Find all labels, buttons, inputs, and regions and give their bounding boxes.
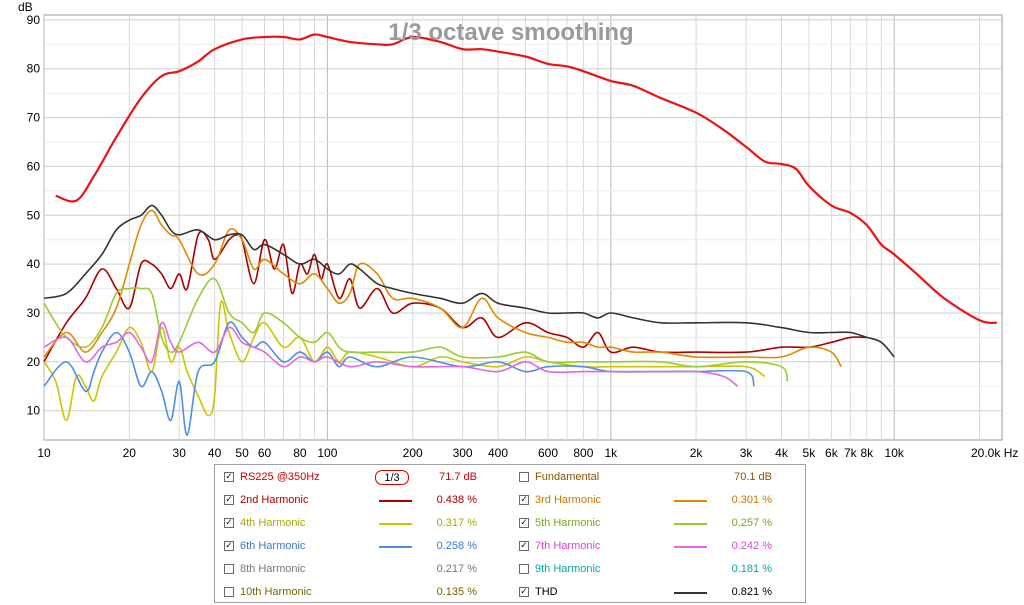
- x-tick-label: 60: [258, 446, 272, 460]
- y-tick-label: 10: [27, 404, 41, 418]
- legend-value-thd: 0.821 %: [731, 586, 772, 598]
- legend-value-6th-harmonic: 0.258 %: [436, 540, 477, 552]
- legend-row: 10th Harmonic 0.135 % ✓ THD 0.821 %: [215, 582, 807, 604]
- plot-area: [43, 14, 1003, 441]
- y-tick-label: 20: [27, 355, 41, 369]
- legend-label-6th-harmonic: 6th Harmonic: [240, 540, 306, 552]
- legend-value-3rd-harmonic: 0.301 %: [731, 494, 772, 506]
- x-tick-label: 20: [123, 446, 137, 460]
- x-tick-label: 10k: [885, 446, 905, 460]
- legend-value-5th-harmonic: 0.257 %: [731, 517, 772, 529]
- y-tick-label: 80: [27, 62, 41, 76]
- legend-row: ✓ 6th Harmonic 0.258 % ✓ 7th Harmonic 0.242 %: [215, 536, 807, 558]
- series-line-7th-harmonic: [43, 321, 739, 387]
- checkbox-7th-harmonic[interactable]: ✓: [519, 541, 529, 551]
- x-tick-label: 40: [208, 446, 222, 460]
- legend-label-rs225-350hz: RS225 @350Hz: [240, 471, 320, 483]
- y-tick-label: 50: [27, 208, 41, 222]
- legend-label-8th-harmonic: 8th Harmonic: [240, 563, 306, 575]
- legend-value-10th-harmonic: 0.135 %: [436, 586, 477, 598]
- x-tick-label: 3k: [740, 446, 754, 460]
- y-tick-label: 90: [27, 13, 41, 27]
- grid-lines: [43, 15, 1002, 440]
- legend-value-8th-harmonic: 0.217 %: [436, 563, 477, 575]
- legend-row: 8th Harmonic 0.217 % 9th Harmonic 0.181 %: [215, 559, 807, 581]
- legend-value-4th-harmonic: 0.317 %: [436, 517, 477, 529]
- x-tick-label: 10: [37, 446, 51, 460]
- checkbox-2nd-harmonic[interactable]: ✓: [224, 495, 234, 505]
- legend-swatch-5th-harmonic: [674, 523, 707, 525]
- legend-swatch-6th-harmonic: [379, 546, 412, 548]
- x-tick-label: 80: [293, 446, 307, 460]
- checkbox-3rd-harmonic[interactable]: ✓: [519, 495, 529, 505]
- checkbox-9th-harmonic[interactable]: [519, 564, 529, 574]
- legend-label-4th-harmonic: 4th Harmonic: [240, 517, 306, 529]
- x-tick-label: 8k: [860, 446, 874, 460]
- legend-panel: ✓ RS225 @350Hz 1/3 71.7 dB Fundamental 70.1 d…: [214, 464, 806, 603]
- legend-label-7th-harmonic: 7th Harmonic: [535, 540, 601, 552]
- legend-label-10th-harmonic: 10th Harmonic: [240, 586, 312, 598]
- legend-label-2nd-harmonic: 2nd Harmonic: [240, 494, 309, 506]
- series-line-5th-harmonic: [43, 277, 789, 382]
- x-axis: 10 20 30 40 50 60 80 100 200 300 400 600 800 1k 2k 3k 4k…: [37, 446, 1018, 460]
- legend-swatch-thd: [674, 592, 707, 594]
- x-tick-label: 7k: [844, 446, 858, 460]
- legend-label-fundamental: Fundamental: [535, 471, 600, 483]
- y-tick-label: 70: [27, 111, 41, 125]
- y-axis: 10 20 30 40 50 60 70 80 90: [27, 13, 41, 418]
- x-tick-label: 5k: [803, 446, 817, 460]
- x-tick-label: 800: [573, 446, 593, 460]
- x-tick-label: 20.0k Hz: [971, 446, 1018, 460]
- checkbox-4th-harmonic[interactable]: ✓: [224, 518, 234, 528]
- legend-value-7th-harmonic: 0.242 %: [731, 540, 772, 552]
- series-lines: [43, 33, 997, 436]
- x-tick-label: 200: [403, 446, 423, 460]
- smoothing-selector[interactable]: 1/3: [375, 470, 409, 485]
- legend-swatch-2nd-harmonic: [379, 500, 412, 502]
- legend-swatch-3rd-harmonic: [674, 500, 707, 502]
- legend-swatch-4th-harmonic: [379, 523, 412, 525]
- x-tick-label: 600: [538, 446, 558, 460]
- legend-row: ✓ RS225 @350Hz 1/3 71.7 dB Fundamental 70.1 d…: [215, 467, 807, 489]
- series-line-6th-harmonic: [43, 321, 755, 436]
- x-tick-label: 30: [173, 446, 187, 460]
- x-tick-label: 4k: [775, 446, 789, 460]
- series-line-3rd-harmonic: [43, 209, 842, 368]
- checkbox-6th-harmonic[interactable]: ✓: [224, 541, 234, 551]
- chart-title: 1/3 octave smoothing: [388, 19, 633, 46]
- checkbox-thd[interactable]: ✓: [519, 587, 529, 597]
- series-line-rs225-350hz: [55, 33, 997, 325]
- legend-label-3rd-harmonic: 3rd Harmonic: [535, 494, 602, 506]
- checkbox-rs225-350hz[interactable]: ✓: [224, 472, 234, 482]
- x-tick-label: 300: [453, 446, 473, 460]
- x-tick-label: 100: [317, 446, 337, 460]
- y-tick-label: 40: [27, 257, 41, 271]
- series-line-4th-harmonic: [43, 300, 766, 422]
- legend-value-rs225-350hz: 71.7 dB: [439, 471, 477, 483]
- x-tick-label: 6k: [825, 446, 839, 460]
- legend-label-5th-harmonic: 5th Harmonic: [535, 517, 601, 529]
- y-tick-label: 60: [27, 159, 41, 173]
- series-line-thd: [43, 204, 895, 358]
- checkbox-5th-harmonic[interactable]: ✓: [519, 518, 529, 528]
- checkbox-8th-harmonic[interactable]: [224, 564, 234, 574]
- frequency-response-chart: 10 20 30 40 50 60 70 80 90 10 20 30 40 50 60 80 100 200 3…: [18, 0, 1018, 460]
- legend-swatch-7th-harmonic: [674, 546, 707, 548]
- y-tick-label: 30: [27, 306, 41, 320]
- legend-value-fundamental: 70.1 dB: [734, 471, 772, 483]
- legend-label-9th-harmonic: 9th Harmonic: [535, 563, 601, 575]
- x-tick-label: 50: [235, 446, 249, 460]
- legend-label-thd: THD: [535, 586, 558, 598]
- x-tick-label: 400: [488, 446, 508, 460]
- legend-value-9th-harmonic: 0.181 %: [731, 563, 772, 575]
- legend-row: ✓ 2nd Harmonic 0.438 % ✓ 3rd Harmonic 0.301 %: [215, 490, 807, 512]
- legend-value-2nd-harmonic: 0.438 %: [436, 494, 477, 506]
- legend-row: ✓ 4th Harmonic 0.317 % ✓ 5th Harmonic 0.257 %: [215, 513, 807, 535]
- x-tick-label: 2k: [690, 446, 704, 460]
- x-tick-label: 1k: [604, 446, 618, 460]
- checkbox-10th-harmonic[interactable]: [224, 587, 234, 597]
- checkbox-fundamental[interactable]: [519, 472, 529, 482]
- y-axis-label: dB: [18, 0, 33, 14]
